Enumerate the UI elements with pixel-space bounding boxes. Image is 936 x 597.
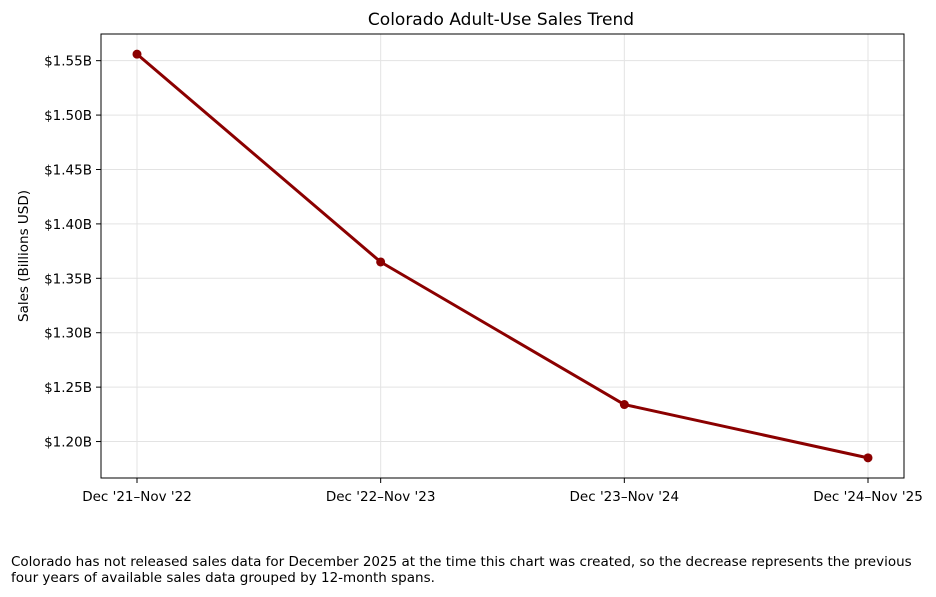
y-tick-label: $1.35B	[44, 271, 92, 287]
data-point	[863, 453, 873, 463]
chart-title: Colorado Adult-Use Sales Trend	[368, 10, 634, 30]
data-point	[619, 400, 629, 410]
y-axis: $1.20B $1.25B $1.30B $1.35B $1.40B $1.45B $1.5…	[44, 54, 101, 451]
grid-lines	[101, 34, 904, 478]
y-tick-label: $1.40B	[44, 217, 92, 233]
y-tick-label: $1.50B	[44, 108, 92, 124]
series-line	[132, 49, 873, 463]
x-tick-label: Dec '22–Nov '23	[326, 489, 436, 505]
y-tick-label: $1.20B	[44, 435, 92, 451]
y-axis-label: Sales (Billions USD)	[16, 190, 32, 322]
sales-trend-chart: Colorado Adult-Use Sales Trend $1.20B$1.…	[16, 10, 923, 505]
x-axis: Dec '21–Nov '22 Dec '22–Nov '23 Dec '23–No…	[82, 478, 923, 505]
y-tick-label: $1.25B	[44, 380, 92, 396]
data-point	[376, 257, 386, 267]
data-point	[132, 49, 142, 59]
y-tick-label: $1.45B	[44, 162, 92, 178]
plot-area	[100, 33, 905, 479]
x-tick-label: Dec '24–Nov '25	[813, 489, 923, 505]
x-tick-label: Dec '23–Nov '24	[570, 489, 680, 505]
sales-line	[136, 52, 869, 460]
y-tick-label: $1.55B	[44, 54, 92, 70]
y-tick-label: $1.30B	[44, 326, 92, 342]
x-tick-label: Dec '21–Nov '22	[82, 489, 192, 505]
chart-footnote: Colorado has not released sales data for…	[11, 554, 912, 586]
